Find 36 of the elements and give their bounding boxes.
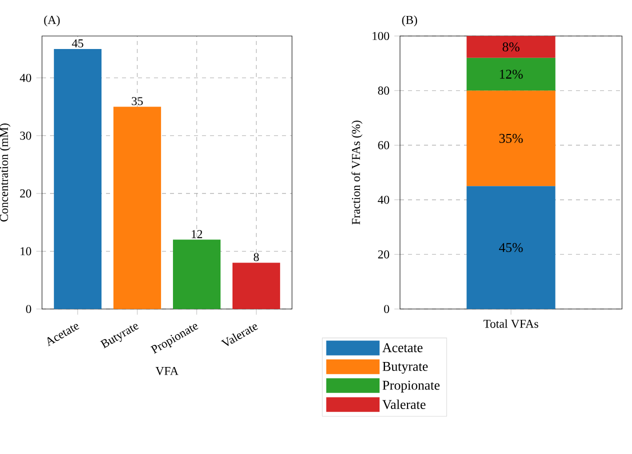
y-axis-title: Fraction of VFAs (%): [351, 120, 362, 225]
bar: [232, 262, 280, 309]
x-axis-title: VFA: [156, 366, 178, 376]
bar: [172, 240, 221, 309]
legend-label: Propionate: [382, 380, 440, 392]
y-tick-label: 20: [378, 250, 390, 258]
y-tick-label: 60: [378, 141, 390, 150]
bar: [466, 58, 556, 91]
x-tick-label: Total VFAs: [484, 319, 538, 328]
y-axis-title: Concentration (mM): [0, 124, 10, 222]
y-tick-label: 10: [20, 247, 32, 256]
bar: [54, 49, 102, 309]
data-label: 45: [72, 39, 84, 48]
y-tick-label: 100: [372, 32, 390, 40]
y-tick-label: 0: [26, 304, 32, 314]
y-tick-label: 0: [384, 304, 390, 314]
legend-label: Valerate: [382, 400, 426, 410]
data-label: 35: [132, 97, 143, 106]
bar: [466, 186, 556, 309]
data-label: 8: [254, 253, 259, 262]
y-tick-label: 40: [20, 74, 32, 82]
data-label: 45%: [499, 243, 523, 252]
data-label: 35%: [499, 134, 523, 143]
y-tick-label: 80: [378, 86, 390, 95]
data-label: 12: [192, 230, 202, 238]
y-tick-label: 30: [20, 132, 32, 140]
data-label: 8%: [502, 42, 520, 52]
y-tick-label: 20: [20, 189, 32, 198]
data-label: 12%: [500, 70, 523, 79]
legend-label: Butyrate: [382, 362, 428, 374]
bar: [466, 36, 556, 58]
chart-title: (B): [402, 16, 418, 26]
chart-title: (A): [44, 16, 60, 26]
bar: [113, 106, 162, 309]
bar: [466, 90, 556, 186]
y-tick-label: 40: [378, 196, 390, 204]
